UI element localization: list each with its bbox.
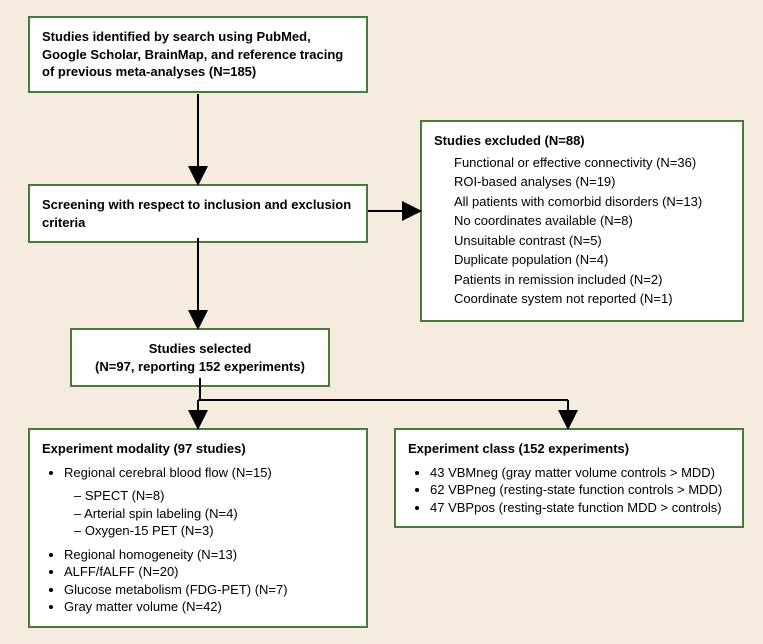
box-excluded: Studies excluded (N=88) Functional or ef…: [420, 120, 744, 322]
excluded-item: Functional or effective connectivity (N=…: [454, 154, 730, 172]
modality-subitem: Arterial spin labeling (N=4): [74, 505, 354, 523]
class-item: 43 VBMneg (gray matter volume controls >…: [430, 464, 730, 482]
class-item: 62 VBPneg (resting-state function contro…: [430, 481, 730, 499]
modality-list: Regional cerebral blood flow (N=15): [42, 464, 354, 482]
screening-title: Screening with respect to inclusion and …: [42, 196, 354, 231]
identified-title: Studies identified by search using PubMe…: [42, 28, 354, 81]
modality-item: Regional cerebral blood flow (N=15): [64, 464, 354, 482]
excluded-item: Duplicate population (N=4): [454, 251, 730, 269]
excluded-item: No coordinates available (N=8): [454, 212, 730, 230]
excluded-item: Unsuitable contrast (N=5): [454, 232, 730, 250]
modality-sublist: SPECT (N=8) Arterial spin labeling (N=4)…: [42, 487, 354, 540]
box-selected: Studies selected (N=97, reporting 152 ex…: [70, 328, 330, 387]
excluded-items: Functional or effective connectivity (N=…: [434, 154, 730, 308]
modality-item: Glucose metabolism (FDG-PET) (N=7): [64, 581, 354, 599]
modality-item: Regional homogeneity (N=13): [64, 546, 354, 564]
box-studies-identified: Studies identified by search using PubMe…: [28, 16, 368, 93]
modality-list-2: Regional homogeneity (N=13) ALFF/fALFF (…: [42, 546, 354, 616]
box-screening: Screening with respect to inclusion and …: [28, 184, 368, 243]
modality-item: Gray matter volume (N=42): [64, 598, 354, 616]
selected-title-2: (N=97, reporting 152 experiments): [84, 358, 316, 376]
modality-item: ALFF/fALFF (N=20): [64, 563, 354, 581]
modality-subitem: Oxygen-15 PET (N=3): [74, 522, 354, 540]
modality-subitem: SPECT (N=8): [74, 487, 354, 505]
excluded-item: Coordinate system not reported (N=1): [454, 290, 730, 308]
box-modality: Experiment modality (97 studies) Regiona…: [28, 428, 368, 628]
excluded-item: Patients in remission included (N=2): [454, 271, 730, 289]
excluded-item: All patients with comorbid disorders (N=…: [454, 193, 730, 211]
excluded-title: Studies excluded (N=88): [434, 132, 730, 150]
class-item: 47 VBPpos (resting-state function MDD > …: [430, 499, 730, 517]
excluded-item: ROI-based analyses (N=19): [454, 173, 730, 191]
box-class: Experiment class (152 experiments) 43 VB…: [394, 428, 744, 528]
class-list: 43 VBMneg (gray matter volume controls >…: [408, 464, 730, 517]
selected-title-1: Studies selected: [84, 340, 316, 358]
class-title: Experiment class (152 experiments): [408, 440, 730, 458]
modality-title: Experiment modality (97 studies): [42, 440, 354, 458]
